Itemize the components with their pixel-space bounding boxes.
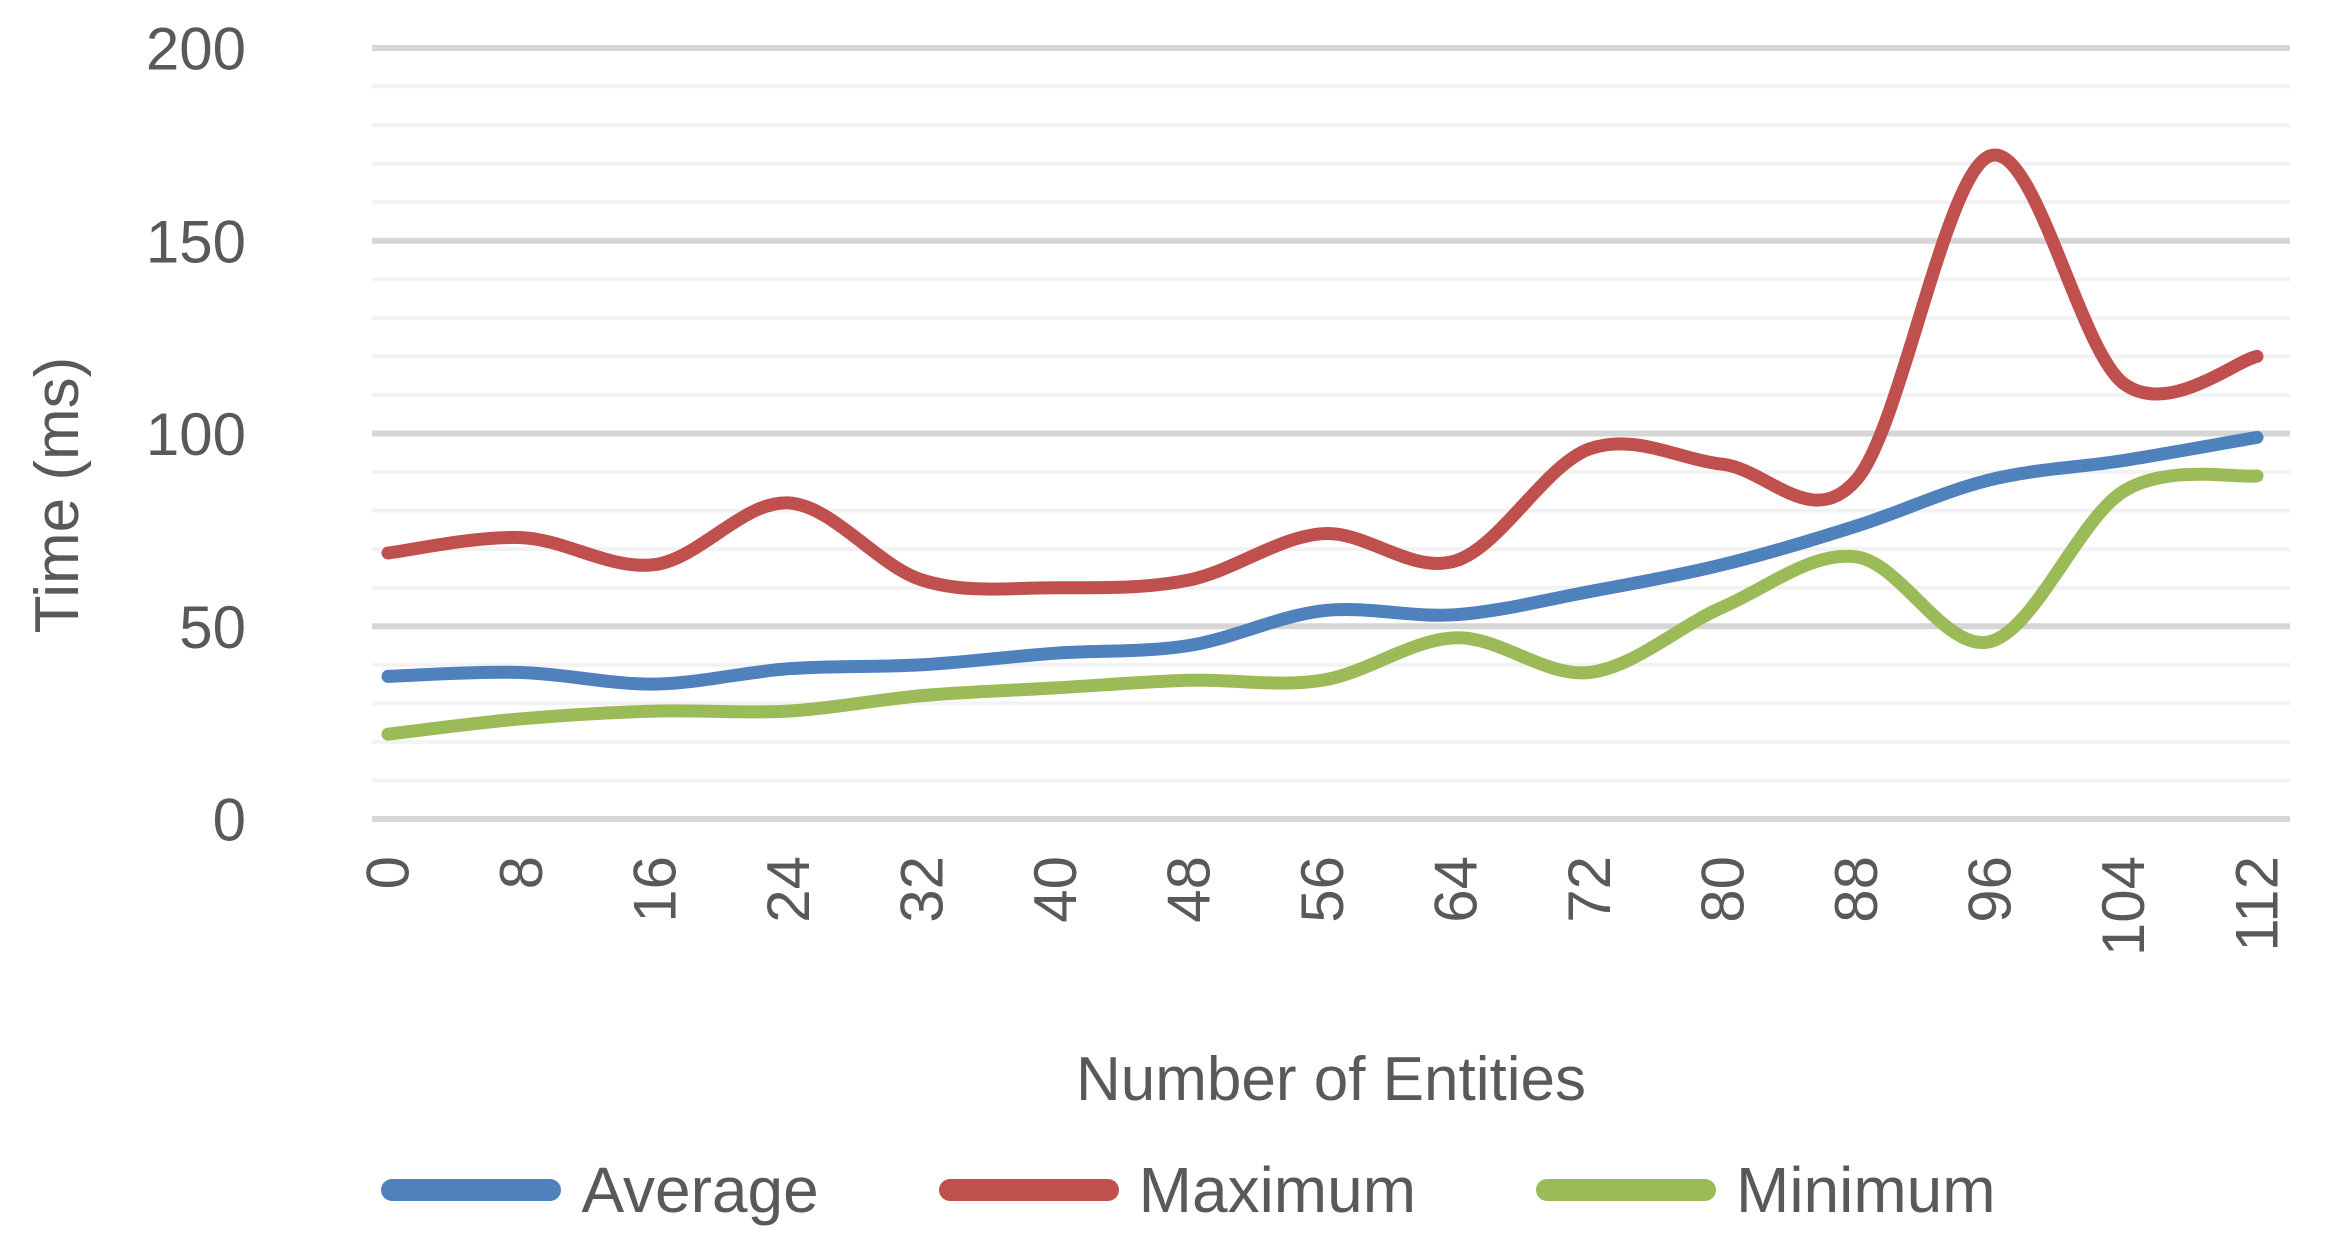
y-tick-label: 150	[146, 208, 246, 275]
y-axis-title: Time (ms)	[23, 357, 92, 634]
legend-item-minimum: Minimum	[1536, 1158, 1996, 1222]
legend-item-maximum: Maximum	[938, 1154, 1416, 1226]
x-tick-label: 72	[1556, 856, 1623, 923]
x-tick-label: 88	[1823, 856, 1890, 923]
legend-label-average: Average	[581, 1154, 819, 1226]
x-tick-label: 32	[889, 856, 956, 923]
x-tick-label: 96	[1957, 856, 2024, 923]
series-lines	[381, 148, 2264, 741]
x-axis-tick-labels: 0 8 16 24 32 40 48 56 64 72 80 88 96 104 112	[355, 856, 2291, 956]
y-axis-tick-labels: 0 50 100 150 200	[146, 16, 246, 854]
maximum-line-swatch	[938, 1179, 1119, 1201]
x-tick-label: 112	[2224, 856, 2291, 952]
major-gridlines	[372, 45, 2290, 822]
y-tick-label: 50	[179, 594, 246, 661]
x-axis-title: Number of Entities	[1076, 1045, 1586, 1114]
series-line-maximum	[381, 148, 2264, 596]
legend-label-maximum: Maximum	[1138, 1154, 1416, 1226]
y-tick-label: 100	[146, 401, 246, 468]
legend-label-minimum: Minimum	[1736, 1154, 1996, 1226]
series-line-minimum	[381, 467, 2264, 741]
x-tick-label: 64	[1423, 856, 1490, 923]
y-tick-label: 200	[146, 16, 246, 83]
x-tick-label: 16	[622, 856, 689, 923]
minimum-line-swatch	[1536, 1179, 1716, 1201]
x-tick-label: 24	[755, 856, 822, 923]
x-tick-label: 56	[1289, 856, 1356, 923]
x-tick-label: 80	[1690, 856, 1757, 923]
series-line-average	[381, 430, 2264, 691]
x-tick-label: 48	[1156, 856, 1223, 923]
x-tick-label: 0	[355, 856, 422, 889]
chart-legend: Average Maximum Minimum	[0, 1140, 2337, 1240]
x-tick-label: 8	[488, 856, 555, 889]
x-tick-label: 40	[1022, 856, 1089, 923]
x-tick-label: 104	[2090, 856, 2157, 956]
average-line-swatch	[381, 1179, 562, 1201]
legend-item-average: Average	[381, 1154, 819, 1226]
y-tick-label: 0	[213, 787, 246, 854]
